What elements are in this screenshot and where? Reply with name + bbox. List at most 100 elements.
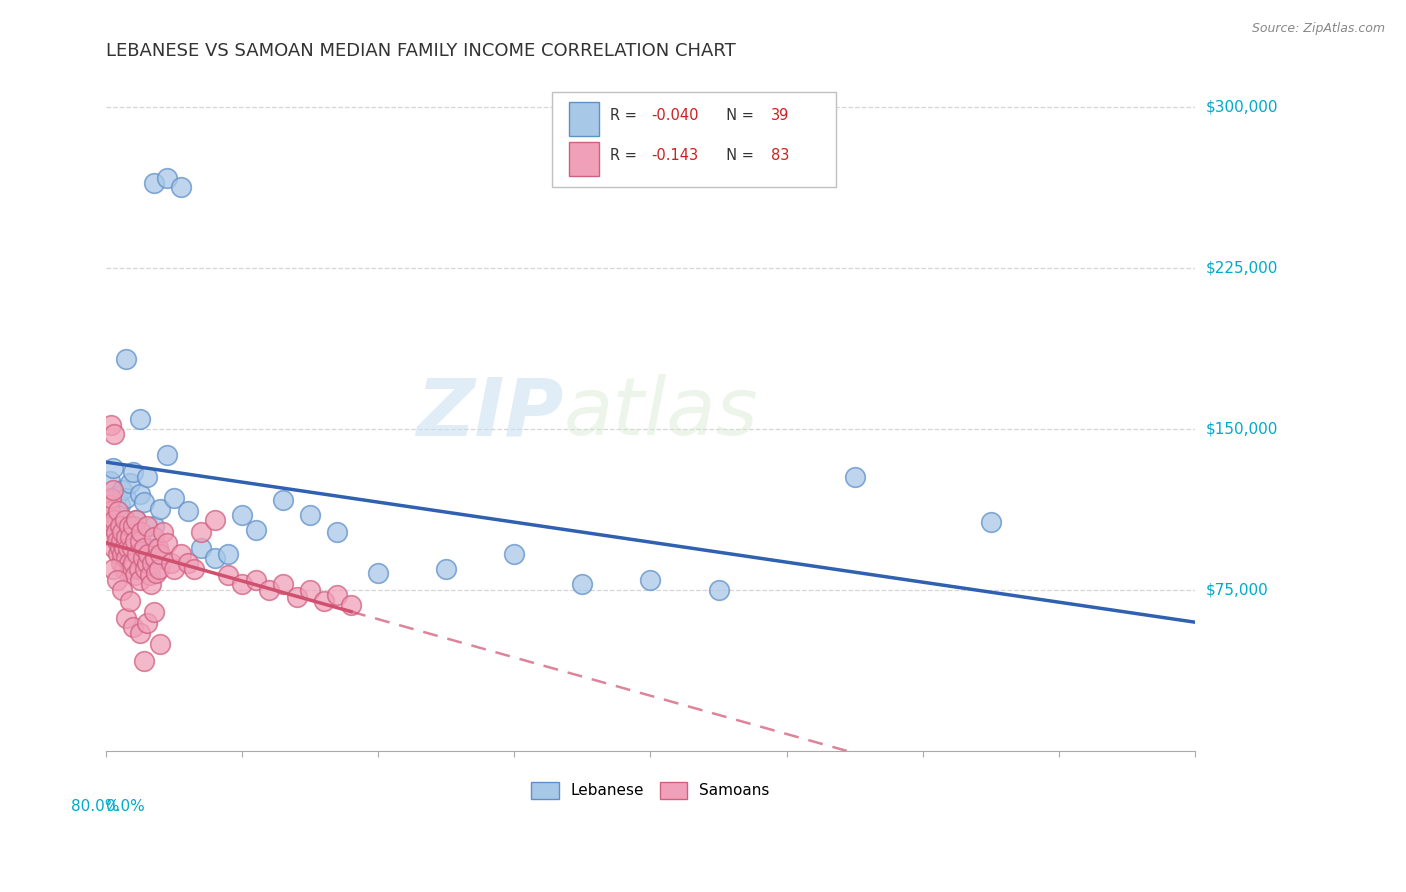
Point (367, 566, 389, 581)
Point (114, 513, 136, 527)
FancyBboxPatch shape (553, 92, 835, 186)
Point (103, 426, 125, 441)
Point (115, 611, 138, 625)
Point (101, 530, 124, 544)
Point (340, 599, 363, 613)
Point (434, 562, 457, 576)
Point (218, 547, 240, 561)
Point (115, 551, 138, 566)
Point (176, 556, 198, 570)
Point (122, 556, 145, 570)
Point (110, 534, 132, 549)
Point (111, 525, 134, 540)
Point (132, 495, 155, 509)
Point (98, 504, 121, 518)
Point (120, 594, 142, 608)
Point (112, 541, 135, 555)
Text: N =: N = (717, 108, 758, 123)
Point (129, 487, 152, 501)
Point (111, 583, 134, 598)
Point (100, 491, 122, 505)
Point (129, 626, 152, 640)
Text: N =: N = (717, 148, 758, 163)
Point (139, 577, 162, 591)
Point (285, 590, 308, 604)
Text: 39: 39 (772, 108, 790, 123)
Text: -0.040: -0.040 (651, 108, 699, 123)
Point (299, 508, 322, 523)
Point (640, 573, 662, 587)
Point (103, 513, 125, 527)
Point (122, 519, 145, 533)
Point (571, 577, 593, 591)
Point (122, 620, 145, 634)
Point (118, 519, 141, 533)
Point (101, 562, 124, 576)
Point (111, 547, 134, 561)
Text: Source: ZipAtlas.com: Source: ZipAtlas.com (1251, 22, 1385, 36)
Point (115, 530, 138, 544)
Point (312, 594, 335, 608)
Point (326, 588, 349, 602)
Point (127, 547, 149, 561)
Point (100, 519, 122, 533)
Point (231, 577, 253, 591)
Point (132, 551, 155, 566)
Text: ZIP: ZIP (416, 375, 564, 452)
Point (156, 171, 179, 186)
Point (142, 176, 165, 190)
Point (121, 541, 143, 555)
Point (129, 411, 152, 425)
Point (115, 351, 138, 366)
Point (100, 418, 122, 433)
Point (149, 637, 172, 651)
Point (120, 476, 142, 491)
Text: $300,000: $300,000 (1206, 100, 1278, 115)
Point (125, 513, 148, 527)
Point (170, 547, 193, 561)
FancyBboxPatch shape (569, 143, 599, 177)
Point (138, 568, 160, 582)
Point (97, 513, 120, 527)
Point (245, 524, 267, 538)
Point (503, 547, 526, 561)
Point (105, 534, 128, 549)
Point (183, 562, 205, 576)
Text: R =: R = (610, 108, 641, 123)
Point (134, 562, 156, 576)
Text: atlas: atlas (564, 375, 758, 452)
Point (980, 515, 1002, 529)
Point (218, 568, 240, 582)
FancyBboxPatch shape (569, 102, 599, 136)
Point (141, 556, 163, 570)
Point (149, 501, 172, 516)
Point (271, 577, 294, 591)
Point (124, 534, 146, 549)
Point (108, 541, 131, 555)
Point (125, 513, 148, 527)
Point (299, 583, 322, 598)
Point (104, 525, 127, 540)
Point (146, 541, 169, 555)
Point (149, 547, 172, 561)
Point (101, 461, 124, 475)
Point (163, 491, 186, 505)
Point (108, 498, 131, 512)
Point (156, 448, 179, 462)
Point (120, 562, 142, 576)
Point (107, 547, 129, 561)
Point (204, 513, 226, 527)
Point (142, 605, 165, 619)
Point (107, 504, 129, 518)
Text: $225,000: $225,000 (1206, 261, 1278, 276)
Point (132, 541, 155, 555)
Point (101, 483, 124, 497)
Point (271, 493, 294, 508)
Point (132, 654, 155, 668)
Point (156, 536, 179, 550)
Point (259, 583, 281, 598)
Point (108, 519, 131, 533)
Point (97, 498, 120, 512)
Point (135, 469, 157, 483)
Point (145, 566, 167, 581)
